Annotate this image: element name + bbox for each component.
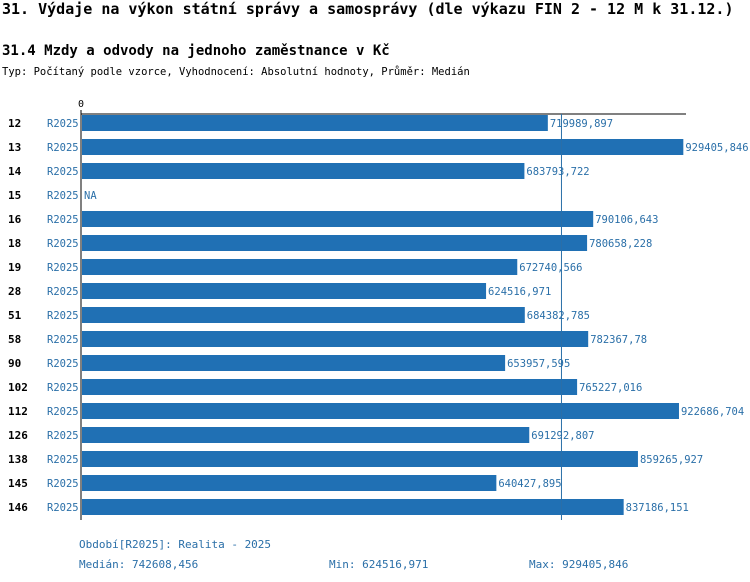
bar-value-label: 929405,846 (685, 142, 748, 154)
row-id-label: 90 (8, 357, 21, 370)
row-id-label: 13 (8, 141, 21, 154)
bar-value-label: 837186,151 (626, 502, 689, 514)
bar-value-label: 922686,704 (681, 406, 744, 418)
bar (82, 163, 525, 179)
bar-value-label: 719989,897 (550, 118, 613, 130)
row-id-label: 19 (8, 261, 21, 274)
row-id-label: 146 (8, 501, 28, 514)
bar-value-label: NA (84, 190, 97, 202)
row-id-label: 112 (8, 405, 28, 418)
chart-meta: Typ: Počítaný podle vzorce, Vyhodnocení:… (2, 66, 470, 78)
row-series-label: R2025 (47, 238, 79, 250)
bar-value-label: 765227,016 (579, 382, 642, 394)
row-series-label: R2025 (47, 142, 79, 154)
row-id-label: 58 (8, 333, 21, 346)
row-series-label: R2025 (47, 118, 79, 130)
bar (82, 235, 588, 251)
row-id-label: 51 (8, 309, 22, 322)
footer-min: Min: 624516,971 (329, 558, 429, 571)
bar (82, 499, 624, 515)
row-id-label: 12 (8, 117, 21, 130)
bar-value-label: 624516,971 (488, 286, 551, 298)
bar-value-label: 859265,927 (640, 454, 703, 466)
bar (82, 139, 684, 155)
row-id-label: 28 (8, 285, 21, 298)
bar (82, 475, 497, 491)
row-id-label: 102 (8, 381, 28, 394)
row-series-label: R2025 (47, 430, 79, 442)
axis-zero-label: 0 (78, 99, 84, 110)
row-series-label: R2025 (47, 478, 79, 490)
row-id-label: 14 (8, 165, 22, 178)
bar-value-label: 780658,228 (589, 238, 652, 250)
chart-subtitle: 31.4 Mzdy a odvody na jednoho zaměstnanc… (2, 43, 390, 59)
row-series-label: R2025 (47, 406, 79, 418)
bar (82, 379, 578, 395)
bar-value-label: 672740,566 (519, 262, 582, 274)
row-id-label: 16 (8, 213, 22, 226)
bar-value-label: 684382,785 (527, 310, 590, 322)
bar (82, 427, 530, 443)
footer-max: Max: 929405,846 (529, 558, 629, 571)
row-id-label: 18 (8, 237, 21, 250)
bar (82, 283, 487, 299)
bar (82, 211, 594, 227)
row-series-label: R2025 (47, 286, 79, 298)
bar-value-label: 691292,807 (531, 430, 594, 442)
bar (82, 355, 506, 371)
row-series-label: R2025 (47, 166, 79, 178)
row-id-label: 145 (8, 477, 28, 490)
bar-value-label: 782367,78 (590, 334, 647, 346)
row-series-label: R2025 (47, 334, 79, 346)
footer-period: Období[R2025]: Realita - 2025 (79, 538, 272, 551)
row-series-label: R2025 (47, 262, 79, 274)
bar (82, 451, 638, 467)
row-series-label: R2025 (47, 310, 79, 322)
row-series-label: R2025 (47, 190, 79, 202)
row-id-label: 126 (8, 429, 28, 442)
bar (82, 331, 589, 347)
bar (82, 307, 525, 323)
row-series-label: R2025 (47, 454, 79, 466)
bar-value-label: 683793,722 (526, 166, 589, 178)
bar-value-label: 790106,643 (595, 214, 658, 226)
row-series-label: R2025 (47, 214, 79, 226)
row-id-label: 15 (8, 189, 21, 202)
bar (82, 259, 518, 275)
bar-value-label: 653957,595 (507, 358, 570, 370)
bar (82, 115, 548, 131)
row-series-label: R2025 (47, 358, 79, 370)
bar-value-label: 640427,895 (498, 478, 561, 490)
bar (82, 403, 679, 419)
footer-median: Medián: 742608,456 (79, 558, 199, 571)
page-title: 31. Výdaje na výkon státní správy a samo… (2, 0, 734, 18)
row-series-label: R2025 (47, 502, 79, 514)
row-id-label: 138 (8, 453, 28, 466)
row-series-label: R2025 (47, 382, 79, 394)
